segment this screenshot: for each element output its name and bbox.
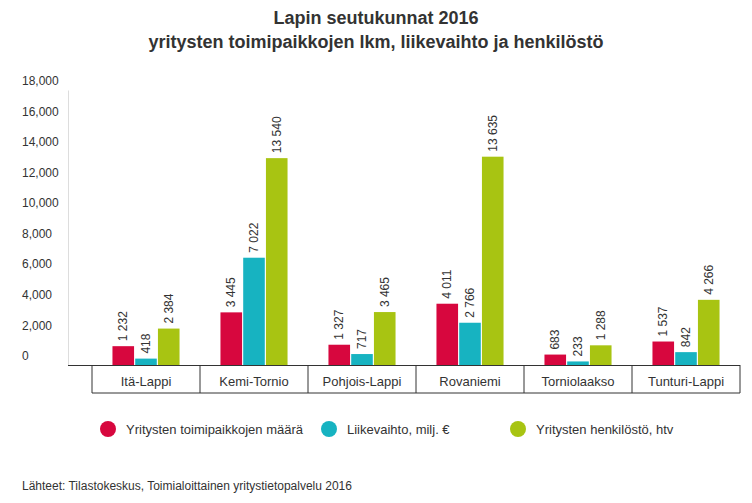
bar xyxy=(652,342,674,365)
data-label: 7 022 xyxy=(247,222,261,252)
data-label: 13 635 xyxy=(486,115,500,152)
x-tick-label: Pohjois-Lappi xyxy=(323,374,402,389)
data-label: 1 537 xyxy=(656,306,670,336)
x-tick: Rovaniemi xyxy=(439,365,501,389)
x-tick-label: Rovaniemi xyxy=(439,374,501,389)
data-label: 233 xyxy=(571,336,585,356)
legend-swatch xyxy=(100,421,116,437)
x-axis: Itä-Lappi Kemi-Tornio Pohjois-Lappi Rovanie… xyxy=(68,365,740,389)
data-label: 13 540 xyxy=(270,116,284,153)
bar xyxy=(590,345,612,365)
y-tick-label: 0 xyxy=(22,349,29,363)
data-label: 2 766 xyxy=(463,287,477,317)
x-tick: Torniolaakso xyxy=(542,365,615,389)
data-label: 1 327 xyxy=(332,309,346,339)
bar xyxy=(135,359,157,365)
bar xyxy=(482,157,504,365)
x-tick-label: Torniolaakso xyxy=(542,374,615,389)
bars xyxy=(112,157,719,365)
x-tick: Kemi-Tornio xyxy=(219,365,288,389)
y-tick: 8,000 xyxy=(22,227,68,243)
bar xyxy=(158,329,180,365)
category-separator xyxy=(740,365,741,393)
x-tick: Tunturi-Lappi xyxy=(648,365,724,389)
y-tick: 2,000 xyxy=(22,319,68,335)
bar xyxy=(266,158,288,365)
data-label: 418 xyxy=(139,333,153,353)
bar xyxy=(328,345,350,365)
y-tick-label: 16,000 xyxy=(22,105,59,119)
y-tick-label: 6,000 xyxy=(22,257,52,271)
data-label: 4 011 xyxy=(440,269,454,298)
y-tick: 16,000 xyxy=(22,105,68,121)
bar xyxy=(436,304,458,365)
category-separator xyxy=(92,365,93,393)
data-label: 4 266 xyxy=(702,264,716,294)
legend-swatch xyxy=(510,421,526,437)
y-tick-label: 18,000 xyxy=(22,74,59,88)
category-separator xyxy=(632,365,633,393)
y-axis-line xyxy=(68,91,69,366)
category-box-bottom xyxy=(92,393,740,394)
subtitle: yritysten toimipaikkojen lkm, liikevaiht… xyxy=(148,32,603,52)
legend-item: Liikevaihto, milj. € xyxy=(321,421,450,437)
y-tick-label: 2,000 xyxy=(22,319,52,333)
x-tick: Pohjois-Lappi xyxy=(323,365,402,389)
y-axis: 0 2,000 4,000 6,000 8,000 10,000 12,000 14,000 1… xyxy=(22,74,69,365)
legend-swatch xyxy=(321,421,337,437)
legend-item: Yritysten toimipaikkojen määrä xyxy=(100,421,304,437)
y-tick-label: 12,000 xyxy=(22,166,59,180)
legend-label: Liikevaihto, milj. € xyxy=(347,422,450,437)
bar xyxy=(459,323,481,365)
bar xyxy=(544,355,566,365)
y-tick: 6,000 xyxy=(22,257,68,273)
legend-item: Yritysten henkilöstö, htv xyxy=(510,421,674,437)
y-tick-label: 14,000 xyxy=(22,135,59,149)
x-axis-line xyxy=(68,365,740,366)
category-separator xyxy=(200,365,201,393)
legend-label: Yritysten toimipaikkojen määrä xyxy=(126,422,304,437)
title: Lapin seutukunnat 2016 xyxy=(273,8,478,28)
y-tick: 18,000 xyxy=(22,74,68,90)
source: Lähteet: Tilastokeskus, Toimialoittainen… xyxy=(22,479,352,493)
y-tick-label: 8,000 xyxy=(22,227,52,241)
y-tick: 12,000 xyxy=(22,166,68,182)
data-label: 3 465 xyxy=(378,277,392,307)
data-label: 3 445 xyxy=(224,277,238,307)
bar xyxy=(698,300,720,365)
category-separator xyxy=(308,365,309,393)
data-labels: 1 232 3 445 1 327 4 011 683 1 537 418 7 022 717 2… xyxy=(116,115,715,357)
data-label: 1 288 xyxy=(594,310,608,340)
y-tick-label: 4,000 xyxy=(22,288,52,302)
y-tick-label: 10,000 xyxy=(22,196,59,210)
x-tick-label: Tunturi-Lappi xyxy=(648,374,724,389)
bar xyxy=(374,312,396,365)
data-label: 2 384 xyxy=(162,293,176,323)
category-separator xyxy=(416,365,417,393)
bar xyxy=(675,352,697,365)
bar xyxy=(567,361,589,365)
x-tick-label: Kemi-Tornio xyxy=(219,374,288,389)
data-label: 1 232 xyxy=(116,311,130,341)
data-label: 683 xyxy=(548,329,562,349)
legend-label: Yritysten henkilöstö, htv xyxy=(536,422,674,437)
y-tick: 14,000 xyxy=(22,135,68,151)
x-tick: Itä-Lappi xyxy=(121,365,172,389)
y-tick: 10,000 xyxy=(22,196,68,212)
chart: Lapin seutukunnat 2016 yritysten toimipai… xyxy=(0,0,752,503)
y-tick: 0 xyxy=(22,349,68,365)
x-tick-label: Itä-Lappi xyxy=(121,374,172,389)
category-separators xyxy=(92,365,740,393)
bar xyxy=(351,354,373,365)
category-separator xyxy=(524,365,525,393)
bar xyxy=(112,346,134,365)
bar xyxy=(220,312,242,365)
bar xyxy=(243,258,265,365)
legend: Yritysten toimipaikkojen määrä Liikevaiht… xyxy=(100,421,674,437)
y-tick: 4,000 xyxy=(22,288,68,304)
data-label: 842 xyxy=(679,327,693,347)
data-label: 717 xyxy=(355,329,369,349)
